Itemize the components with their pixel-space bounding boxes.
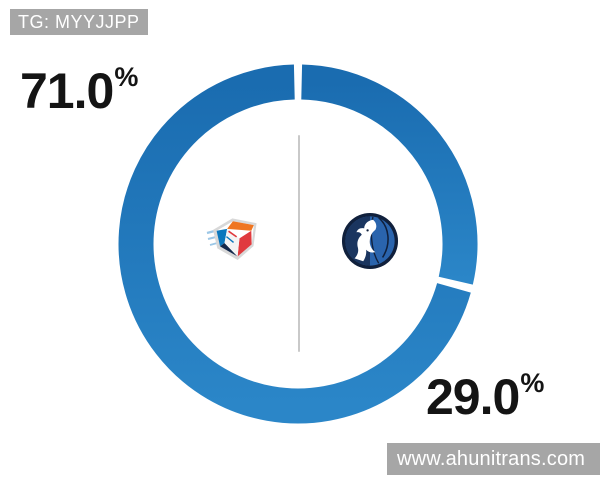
- percent-sign-right: %: [520, 368, 545, 398]
- percent-value-left: 71.0: [20, 63, 114, 119]
- donut-segment-left: [118, 64, 471, 424]
- percent-value-right: 29.0: [426, 369, 520, 425]
- donut-segment-right: [300, 64, 478, 285]
- percent-label-left: 71.0%: [20, 63, 138, 119]
- dallas-mavericks-logo: [341, 212, 399, 270]
- percent-label-right: 29.0%: [426, 369, 544, 425]
- okc-thunder-shield-icon: [206, 218, 257, 261]
- mavericks-circle-icon: [341, 212, 399, 270]
- center-divider: [298, 135, 300, 352]
- watermark-top-badge: TG: MYYJJPP: [10, 9, 148, 35]
- percent-sign-left: %: [114, 62, 139, 92]
- okc-thunder-logo: [206, 216, 266, 262]
- watermark-bottom-badge: www.ahunitrans.com: [387, 443, 600, 475]
